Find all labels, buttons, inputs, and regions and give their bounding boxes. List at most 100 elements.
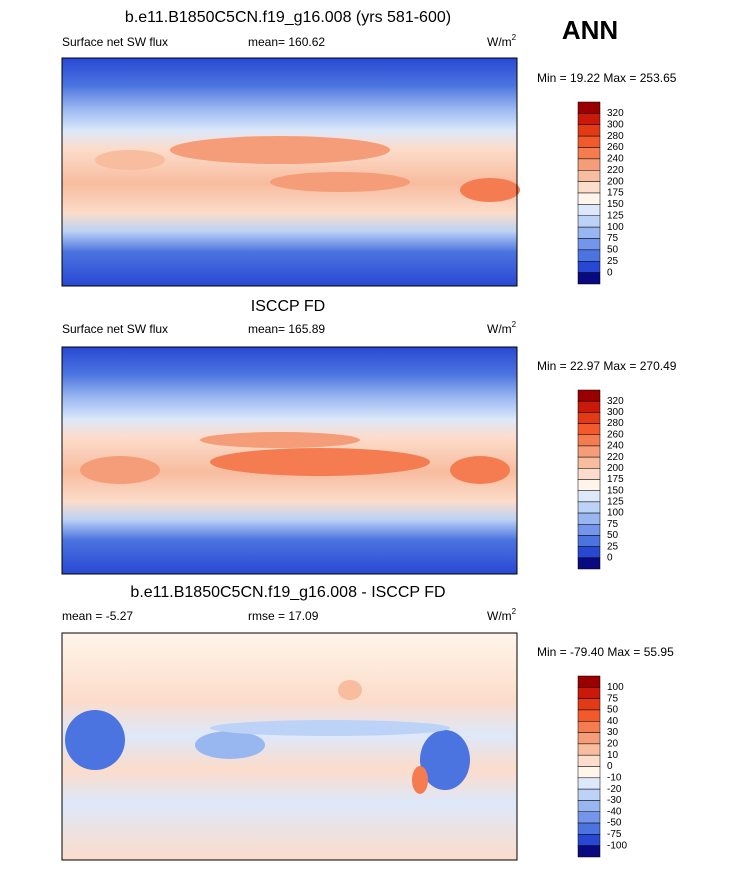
colorbar-label: 75 [607, 693, 619, 704]
colorbar-label: -30 [607, 795, 622, 806]
colorbar-box [577, 456, 601, 469]
colorbar-label: -100 [607, 840, 627, 851]
colorbar-box [577, 423, 601, 435]
colorbar-box [577, 272, 601, 285]
colorbar-box [577, 834, 601, 846]
colorbar-label: 240 [607, 441, 624, 452]
colorbar-label: 0 [607, 267, 613, 278]
panel-title: b.e11.B1850C5CN.f19_g16.008 - ISCCP FD [130, 584, 445, 601]
colorbar-box [577, 777, 601, 790]
colorbar-box [577, 389, 601, 402]
colorbar-label: 0 [607, 761, 613, 772]
colorbar-label: 50 [607, 705, 619, 716]
colorbar-box [577, 721, 601, 733]
min-max: Min = 22.97 Max = 270.49 [537, 359, 677, 373]
colorbar-box [577, 445, 601, 458]
colorbar-label: 280 [607, 418, 624, 429]
colorbar-box [577, 675, 601, 688]
min-max: Min = -79.40 Max = 55.95 [537, 645, 674, 659]
colorbar-box [577, 249, 601, 262]
colorbar-label: -20 [607, 784, 622, 795]
colorbar-box [577, 412, 601, 424]
colorbar-box [577, 113, 601, 125]
colorbar-label: 175 [607, 474, 624, 485]
panel-title: b.e11.B1850C5CN.f19_g16.008 (yrs 581-600… [125, 9, 451, 26]
colorbar-box [577, 557, 601, 570]
map-2 [61, 346, 518, 575]
colorbar-label: 220 [607, 452, 624, 463]
colorbar-box [577, 754, 601, 767]
colorbar-box [577, 845, 601, 858]
colorbar-box [577, 147, 601, 160]
colorbar-label: 50 [607, 245, 619, 256]
colorbar-label: 200 [607, 176, 624, 187]
colorbar-box [577, 204, 601, 216]
units-sup: 2 [512, 320, 517, 329]
units: W/m2 [487, 33, 517, 49]
colorbar-box [577, 788, 601, 801]
colorbar-box [577, 698, 601, 711]
colorbar-label: 260 [607, 429, 624, 440]
left-label: Surface net SW flux [62, 35, 168, 49]
colorbar-box [577, 766, 601, 779]
colorbar-box [577, 135, 601, 148]
panel-title: ISCCP FD [251, 298, 325, 315]
center-label: rmse = 17.09 [248, 609, 319, 623]
left-label: Surface net SW flux [62, 322, 168, 336]
center-label: mean= 165.89 [248, 322, 325, 336]
colorbar-label: 25 [607, 256, 619, 267]
colorbar-box [577, 124, 601, 137]
colorbar-box [577, 732, 601, 745]
colorbar-label: 20 [607, 739, 619, 750]
colorbar-label: -40 [607, 806, 622, 817]
colorbar-label: 300 [607, 119, 624, 130]
colorbar-label: 100 [607, 222, 624, 233]
season: ANN [562, 15, 618, 45]
min-max: Min = 19.22 Max = 253.65 [537, 71, 677, 85]
left-label: mean = -5.27 [62, 609, 133, 623]
colorbar-box [577, 215, 601, 228]
units-text: W/m [487, 322, 512, 336]
colorbar-label: 30 [607, 727, 619, 738]
colorbar-box [577, 512, 601, 525]
colorbar-label: 175 [607, 188, 624, 199]
units-sup: 2 [512, 33, 517, 42]
colorbar-label: 75 [607, 519, 619, 530]
colorbar-box [577, 400, 601, 413]
units: W/m2 [487, 320, 517, 336]
colorbar-box [577, 743, 601, 756]
colorbar-label: -75 [607, 829, 622, 840]
colorbar-box [577, 468, 601, 480]
map-3 [61, 632, 518, 861]
colorbar-box [577, 479, 601, 491]
units: W/m2 [487, 607, 517, 623]
colorbar-box [577, 811, 601, 824]
colorbar-box [577, 101, 601, 114]
colorbar-box [577, 490, 601, 503]
colorbar-label: 200 [607, 463, 624, 474]
map-1 [61, 57, 520, 287]
colorbar-label: 0 [607, 552, 613, 563]
colorbar-label: 100 [607, 682, 624, 693]
colorbar-label: 100 [607, 508, 624, 519]
colorbar-label: 40 [607, 716, 619, 727]
colorbar-box [577, 238, 601, 251]
colorbar-box [577, 822, 601, 835]
colorbar-box [577, 192, 601, 205]
colorbar-label: 125 [607, 497, 624, 508]
colorbar-label: 320 [607, 396, 624, 407]
colorbar-label: -10 [607, 772, 622, 783]
colorbar-label: 260 [607, 142, 624, 153]
units-text: W/m [487, 35, 512, 49]
colorbar-box [577, 546, 601, 559]
colorbar-label: -50 [607, 818, 622, 829]
center-label: mean= 160.62 [248, 35, 325, 49]
colorbar-label: 125 [607, 210, 624, 221]
units-text: W/m [487, 609, 512, 623]
colorbar-box [577, 158, 601, 171]
units-sup: 2 [512, 607, 517, 616]
colorbar-label: 300 [607, 407, 624, 418]
colorbar-box [577, 501, 601, 514]
